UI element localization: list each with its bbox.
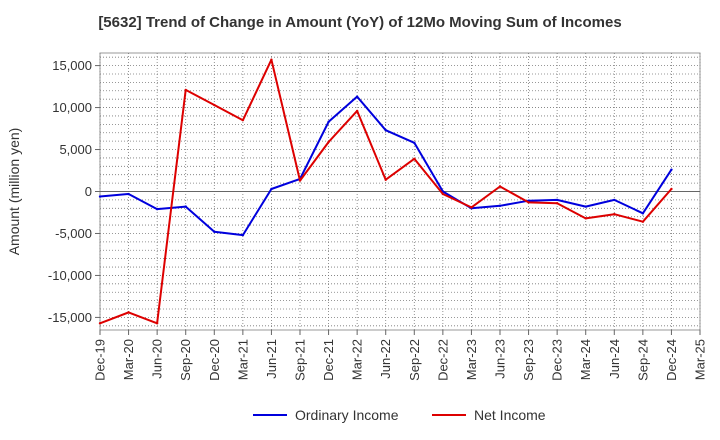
data-point xyxy=(355,109,359,113)
data-point xyxy=(670,187,673,191)
data-point xyxy=(555,198,559,202)
data-point xyxy=(127,192,130,196)
data-point xyxy=(184,205,187,208)
x-tick-label: Jun-23 xyxy=(493,339,508,379)
x-tick-label: Dec-19 xyxy=(93,339,108,381)
data-point xyxy=(641,212,645,215)
data-point xyxy=(184,88,187,92)
data-point xyxy=(384,129,387,132)
x-tick-label: Mar-24 xyxy=(578,339,593,380)
data-point xyxy=(213,230,216,233)
data-point xyxy=(98,322,102,325)
x-tick-label: Dec-20 xyxy=(207,339,222,381)
data-point xyxy=(413,157,416,160)
data-point xyxy=(155,322,159,325)
x-tick-label: Jun-22 xyxy=(378,339,393,379)
x-tick-label: Sep-22 xyxy=(407,339,422,381)
data-point xyxy=(441,192,445,196)
data-point xyxy=(670,168,673,171)
data-point xyxy=(384,178,387,181)
data-point xyxy=(584,217,587,220)
y-tick-label: -10,000 xyxy=(48,268,92,283)
data-point xyxy=(527,201,530,204)
data-point xyxy=(327,120,330,124)
data-point xyxy=(270,58,273,61)
y-tick-label: 15,000 xyxy=(52,58,92,73)
data-point xyxy=(555,202,559,205)
y-axis-title: Amount (million yen) xyxy=(6,128,22,256)
data-point xyxy=(641,220,645,223)
data-point xyxy=(498,185,502,188)
x-tick-label: Dec-24 xyxy=(664,339,679,381)
data-point xyxy=(241,118,245,122)
data-point xyxy=(155,207,159,211)
x-tick-label: Dec-23 xyxy=(550,339,565,381)
data-point xyxy=(613,212,616,216)
x-tick-label: Dec-22 xyxy=(435,339,450,381)
x-tick-label: Sep-24 xyxy=(635,339,650,381)
x-tick-label: Dec-21 xyxy=(321,339,336,381)
y-tick-label: 10,000 xyxy=(52,100,92,115)
x-tick-label: Mar-22 xyxy=(350,339,365,380)
data-point xyxy=(241,233,245,237)
x-tick-label: Mar-20 xyxy=(121,339,136,380)
data-point xyxy=(127,311,130,314)
chart-title: [5632] Trend of Change in Amount (YoY) o… xyxy=(98,14,622,31)
x-tick-label: Mar-25 xyxy=(693,339,708,380)
y-tick-label: -5,000 xyxy=(55,226,92,241)
data-point xyxy=(613,198,616,202)
data-point xyxy=(355,95,359,98)
x-tick-label: Jun-21 xyxy=(264,339,279,379)
x-tick-label: Mar-23 xyxy=(464,339,479,380)
data-point xyxy=(270,187,273,191)
data-point xyxy=(584,205,587,208)
y-tick-label: 0 xyxy=(85,184,92,199)
x-tick-label: Sep-20 xyxy=(178,339,193,381)
data-point xyxy=(298,179,302,182)
x-tick-label: Sep-23 xyxy=(521,339,536,381)
legend-label: Net Income xyxy=(474,407,546,423)
y-tick-label: 5,000 xyxy=(59,142,92,157)
data-point xyxy=(213,103,216,107)
x-tick-label: Jun-20 xyxy=(150,339,165,379)
data-point xyxy=(498,204,502,207)
data-point xyxy=(413,141,416,145)
data-point xyxy=(327,140,330,144)
x-tick-label: Jun-24 xyxy=(607,339,622,379)
x-tick-label: Sep-21 xyxy=(293,339,308,381)
data-point xyxy=(98,195,102,198)
y-tick-label: -15,000 xyxy=(48,310,92,325)
x-tick-label: Mar-21 xyxy=(235,339,250,380)
legend-label: Ordinary Income xyxy=(295,407,399,423)
data-point xyxy=(470,206,473,209)
